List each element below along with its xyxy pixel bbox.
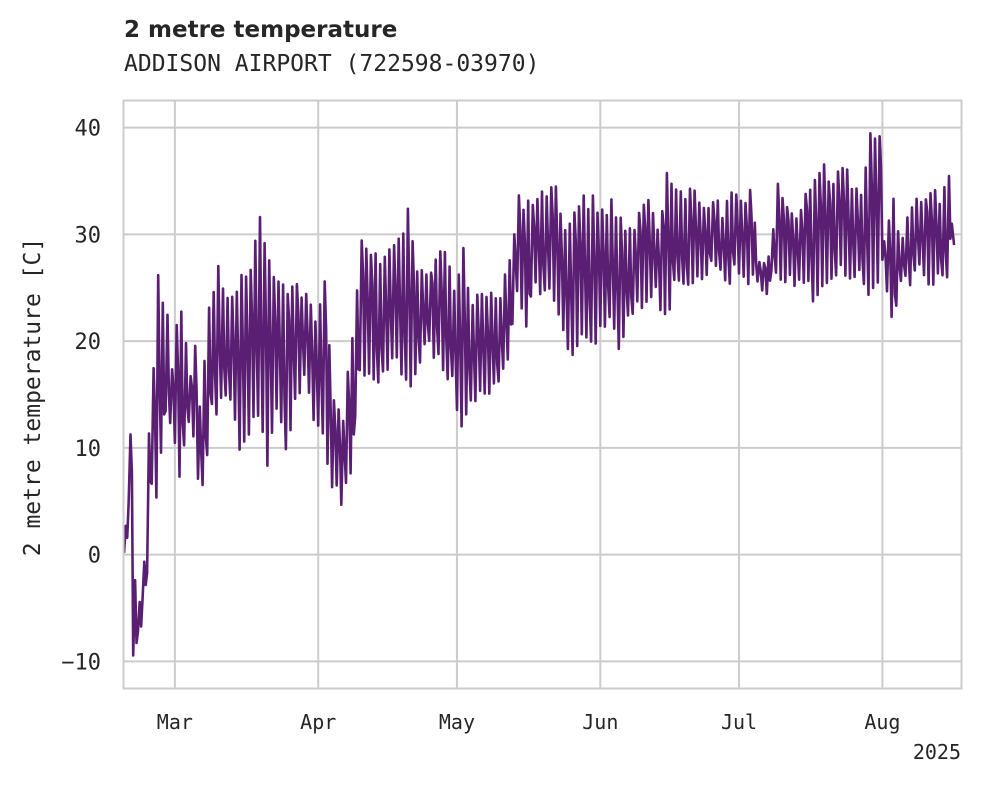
y-tick-label: 20 xyxy=(75,330,102,355)
y-axis-ticks: −10 0 10 20 30 40 xyxy=(61,117,101,676)
chart-title: 2 metre temperature xyxy=(124,17,398,43)
y-tick-label: 0 xyxy=(88,544,101,569)
x-tick-label: Jul xyxy=(721,710,757,734)
chart-subtitle: ADDISON AIRPORT (722598-03970) xyxy=(124,51,540,77)
x-tick-label: May xyxy=(439,710,475,734)
plot-frame xyxy=(122,99,963,690)
x-axis-ticks: Mar Apr May Jun Jul Aug xyxy=(157,710,901,734)
y-tick-label: −10 xyxy=(61,650,101,675)
x-tick-label: Mar xyxy=(157,710,193,734)
temperature-series xyxy=(122,132,956,657)
y-axis-label: 2 metre temperature [C] xyxy=(20,238,46,557)
y-tick-label: 30 xyxy=(75,223,102,248)
x-axis-year-label: 2025 xyxy=(913,740,961,764)
x-tick-label: Jun xyxy=(582,710,618,734)
x-tick-label: Apr xyxy=(300,710,336,734)
y-tick-label: 10 xyxy=(75,437,102,462)
temperature-line xyxy=(122,132,956,657)
x-tick-label: Aug xyxy=(864,710,900,734)
y-tick-label: 40 xyxy=(75,117,102,142)
